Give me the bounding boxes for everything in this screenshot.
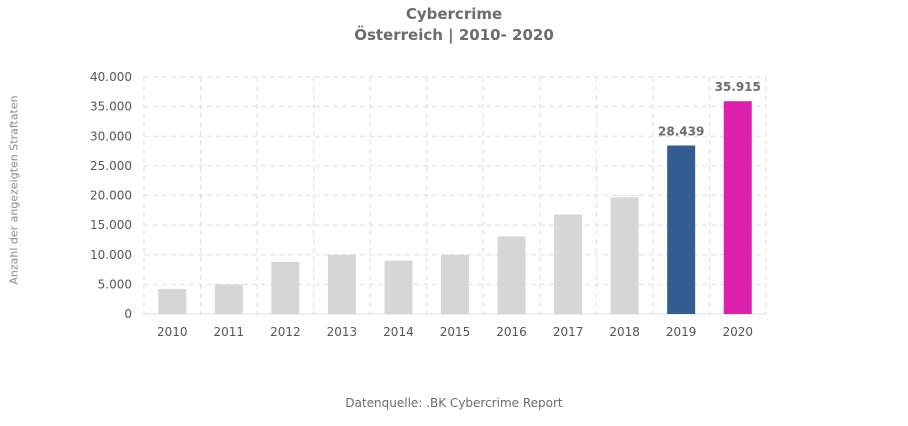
bar-2011	[214, 284, 243, 314]
bar-2016	[497, 236, 526, 314]
y-tick-label: 15.000	[90, 218, 132, 232]
bar-2013	[327, 254, 356, 314]
x-tick-label: 2018	[609, 325, 640, 339]
x-tick-label: 2015	[440, 325, 471, 339]
chart-subtitle: Österreich | 2010- 2020	[354, 26, 554, 44]
x-tick-label: 2010	[157, 325, 188, 339]
y-tick-label: 5.000	[98, 277, 132, 291]
y-tick-label: 10.000	[90, 248, 132, 262]
chart-title-block: Cybercrime Österreich | 2010- 2020	[0, 4, 908, 46]
bar-2010	[158, 289, 187, 314]
y-tick-label: 40.000	[90, 70, 132, 84]
source-label: Datenquelle:	[345, 396, 423, 410]
x-tick-label: 2016	[496, 325, 527, 339]
bar-2012	[271, 261, 300, 314]
y-tick-label: 0	[124, 307, 132, 321]
chart-title: Cybercrime	[405, 5, 503, 23]
y-tick-label: 30.000	[90, 129, 132, 143]
y-tick-label: 20.000	[90, 189, 132, 203]
x-tick-label: 2012	[270, 325, 301, 339]
bar-2014	[384, 260, 413, 314]
bar-2018	[610, 197, 639, 314]
x-tick-label: 2011	[214, 325, 245, 339]
x-tick-label: 2020	[722, 325, 753, 339]
x-tick-label: 2014	[383, 325, 414, 339]
bar-2020	[723, 101, 752, 314]
x-tick-label: 2017	[553, 325, 584, 339]
source-text: .BK Cybercrime Report	[426, 396, 563, 410]
data-label-2019: 28.439	[658, 124, 704, 138]
bar-2019	[667, 145, 696, 314]
bar-2017	[554, 214, 583, 314]
bar-2015	[441, 254, 469, 314]
y-tick-label: 25.000	[90, 159, 132, 173]
y-tick-label: 35.000	[90, 100, 132, 114]
x-tick-label: 2013	[327, 325, 358, 339]
data-source: Datenquelle: .BK Cybercrime Report	[0, 396, 908, 410]
data-label-2020: 35.915	[715, 80, 761, 94]
x-tick-label: 2019	[666, 325, 697, 339]
